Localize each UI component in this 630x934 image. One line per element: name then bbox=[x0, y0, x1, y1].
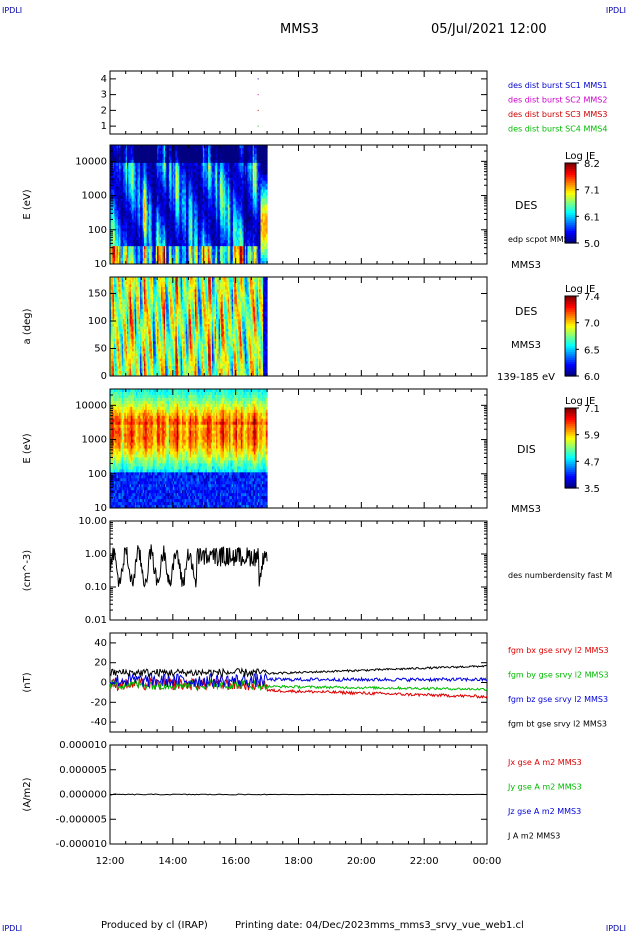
spectrogram-cell bbox=[266, 225, 268, 228]
spectrogram-cell bbox=[266, 231, 268, 234]
panel-des-energy-frame: 10 100 1000 10000 E (eV) DES edp scpot MMS3 MMS… bbox=[22, 145, 574, 271]
legend-entry: des dist burst SC2 MMS2 bbox=[508, 96, 607, 105]
spectrogram-cell bbox=[266, 228, 268, 231]
spectrogram-cell bbox=[266, 216, 268, 219]
spectrogram-cell bbox=[266, 219, 268, 222]
y-tick-label: 1 bbox=[101, 121, 107, 132]
overlay-label: edp scpot MMS3 bbox=[508, 235, 574, 244]
panel-frame bbox=[110, 71, 487, 134]
spectrogram-cell bbox=[266, 205, 268, 208]
y-tick-label: 4 bbox=[101, 74, 107, 85]
spectrogram-cell bbox=[266, 181, 268, 184]
y-tick-label: 1000 bbox=[82, 191, 107, 202]
legend-entry: des dist burst SC4 MMS4 bbox=[508, 125, 607, 134]
spectrogram-cell bbox=[266, 237, 268, 240]
burst-marker bbox=[258, 110, 259, 111]
spectrogram-cell bbox=[266, 213, 268, 216]
spectrogram-cell bbox=[266, 240, 268, 243]
spectrogram-cell bbox=[266, 160, 268, 163]
burst-marker bbox=[258, 78, 259, 79]
colorbar-des-energy: Log JE8.27.16.15.0 bbox=[565, 151, 600, 250]
spectrogram-cell bbox=[266, 172, 268, 175]
spectrogram-cell bbox=[266, 154, 268, 157]
y-tick-label: 100 bbox=[88, 225, 107, 236]
spectrogram-cell bbox=[266, 255, 268, 258]
spectrogram-cell bbox=[266, 210, 268, 213]
spectrogram-cell bbox=[266, 249, 268, 252]
spectrogram-cell bbox=[266, 190, 268, 193]
spectrogram-cell bbox=[266, 222, 268, 225]
instrument-label: DES bbox=[515, 199, 537, 212]
spectrogram-cell bbox=[266, 196, 268, 199]
spectrogram-cell bbox=[266, 187, 268, 190]
spectrogram-cell bbox=[266, 175, 268, 178]
spectrogram-cell bbox=[266, 252, 268, 255]
spectrogram-cell bbox=[266, 199, 268, 202]
y-tick-label: 10 bbox=[94, 259, 107, 270]
spectrogram-cell bbox=[266, 151, 268, 154]
spectrogram-cell bbox=[266, 148, 268, 151]
spectrogram-cell bbox=[266, 163, 268, 166]
y-axis-label: E (eV) bbox=[22, 189, 33, 219]
spectrogram-cell bbox=[266, 234, 268, 237]
spectrogram-cell bbox=[266, 246, 268, 249]
y-tick-label: 3 bbox=[101, 90, 107, 101]
spectrogram-cell bbox=[266, 178, 268, 181]
spectrogram-cell bbox=[266, 207, 268, 210]
burst-marker bbox=[258, 126, 259, 127]
spectrogram-cell bbox=[266, 166, 268, 169]
legend-entry: des dist burst SC1 MMS1 bbox=[508, 81, 607, 90]
spectrogram-cell bbox=[266, 169, 268, 172]
spectrogram-cell bbox=[266, 202, 268, 205]
legend-entry: des dist burst SC3 MMS3 bbox=[508, 110, 607, 119]
panel-burst: 1 2 3 4 des dist burst SC1 MMS1 des dist burs… bbox=[101, 71, 608, 134]
spectrogram-cell bbox=[266, 193, 268, 196]
spacecraft-label: MMS3 bbox=[511, 260, 541, 271]
spectrogram-cell bbox=[266, 184, 268, 187]
burst-marker bbox=[258, 94, 259, 95]
spectrogram-cell bbox=[266, 157, 268, 160]
panel-des-energy bbox=[110, 145, 268, 265]
spectrogram-cell bbox=[266, 243, 268, 246]
y-tick-label: 10000 bbox=[75, 156, 107, 167]
y-tick-label: 2 bbox=[101, 105, 107, 116]
summary-plot: 1 2 3 4 des dist burst SC1 MMS1 des dist burs… bbox=[0, 0, 630, 934]
